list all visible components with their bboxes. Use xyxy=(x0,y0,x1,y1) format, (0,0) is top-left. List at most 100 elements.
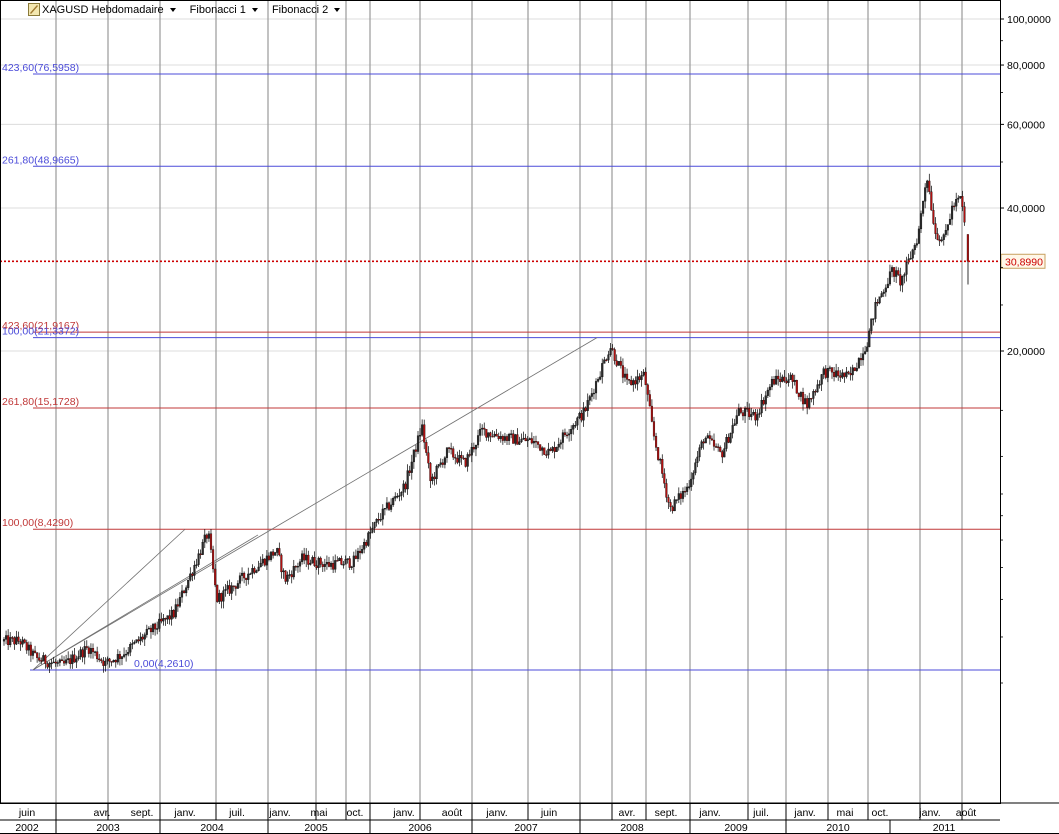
candle-body[interactable] xyxy=(89,648,92,654)
candle-body[interactable] xyxy=(373,522,376,529)
candle[interactable] xyxy=(557,437,560,451)
candle-body[interactable] xyxy=(938,239,941,242)
symbol-menu[interactable]: XAGUSD Hebdomadaire xyxy=(42,4,176,16)
candle-body[interactable] xyxy=(325,562,328,565)
candle[interactable] xyxy=(541,446,544,456)
candle[interactable] xyxy=(385,497,388,511)
candle[interactable] xyxy=(452,446,455,461)
candle-body[interactable] xyxy=(917,228,920,244)
candle-body[interactable] xyxy=(106,658,109,662)
candle[interactable] xyxy=(911,248,914,262)
candle[interactable] xyxy=(951,201,954,226)
candle-body[interactable] xyxy=(485,429,488,438)
candle-body[interactable] xyxy=(176,604,179,607)
candle-body[interactable] xyxy=(669,502,672,508)
candle[interactable] xyxy=(857,357,860,369)
candle[interactable] xyxy=(766,387,769,399)
candle-body[interactable] xyxy=(67,658,70,660)
candle-body[interactable] xyxy=(468,454,471,456)
candle-body[interactable] xyxy=(495,433,498,437)
candle-body[interactable] xyxy=(474,444,478,450)
candle[interactable] xyxy=(255,569,258,574)
candle[interactable] xyxy=(129,642,132,657)
candle-body[interactable] xyxy=(226,585,229,590)
candle-body[interactable] xyxy=(692,472,695,480)
candle[interactable] xyxy=(826,367,829,383)
candle-body[interactable] xyxy=(377,519,380,521)
candle-body[interactable] xyxy=(744,408,747,417)
candle[interactable] xyxy=(27,641,30,656)
candle[interactable] xyxy=(408,465,411,477)
candle-body[interactable] xyxy=(85,646,88,648)
candle[interactable] xyxy=(626,368,629,386)
candle[interactable] xyxy=(505,434,509,445)
candle-body[interactable] xyxy=(665,483,668,498)
candle-body[interactable] xyxy=(243,572,246,579)
candle-body[interactable] xyxy=(23,639,26,643)
candle-body[interactable] xyxy=(783,376,786,382)
candle-body[interactable] xyxy=(903,274,906,277)
candle[interactable] xyxy=(462,455,465,460)
candle-body[interactable] xyxy=(565,434,569,437)
candle[interactable] xyxy=(445,447,449,463)
candle-body[interactable] xyxy=(454,457,457,459)
candle-body[interactable] xyxy=(292,566,295,578)
candle-body[interactable] xyxy=(479,429,482,436)
candle[interactable] xyxy=(628,378,631,384)
fib-level[interactable]: 0,00(4,2610) xyxy=(30,658,1000,671)
candle-body[interactable] xyxy=(114,660,117,663)
candle[interactable] xyxy=(878,296,881,305)
candle-body[interactable] xyxy=(715,446,718,448)
candle[interactable] xyxy=(234,585,237,596)
candle-body[interactable] xyxy=(361,549,364,554)
candle[interactable] xyxy=(495,428,498,437)
candle[interactable] xyxy=(238,572,242,588)
candle[interactable] xyxy=(764,391,767,412)
candle-body[interactable] xyxy=(770,378,774,388)
candle-body[interactable] xyxy=(708,435,711,439)
candle-body[interactable] xyxy=(514,434,517,444)
candle-body[interactable] xyxy=(872,318,875,320)
candle[interactable] xyxy=(71,650,74,669)
candle[interactable] xyxy=(60,655,64,662)
candle[interactable] xyxy=(642,369,645,377)
candle[interactable] xyxy=(195,558,198,569)
candle[interactable] xyxy=(619,356,622,369)
candle[interactable] xyxy=(91,643,95,659)
candle-body[interactable] xyxy=(433,476,436,480)
candle-body[interactable] xyxy=(588,396,591,401)
candle-body[interactable] xyxy=(781,376,784,382)
candle-body[interactable] xyxy=(501,436,504,441)
candle-body[interactable] xyxy=(729,432,732,443)
candle[interactable] xyxy=(499,431,502,443)
candle[interactable] xyxy=(276,547,279,557)
candle[interactable] xyxy=(443,456,446,469)
candle-body[interactable] xyxy=(830,367,834,373)
candle[interactable] xyxy=(944,224,947,238)
candle-body[interactable] xyxy=(777,375,780,380)
candle[interactable] xyxy=(489,431,492,442)
candle[interactable] xyxy=(379,513,382,522)
candle[interactable] xyxy=(578,411,581,420)
candle[interactable] xyxy=(205,533,208,544)
candle[interactable] xyxy=(421,419,424,437)
candle[interactable] xyxy=(249,572,252,575)
candle-body[interactable] xyxy=(274,552,277,556)
candle[interactable] xyxy=(518,436,521,445)
candle-body[interactable] xyxy=(661,459,664,474)
candle-body[interactable] xyxy=(655,436,658,448)
candle-body[interactable] xyxy=(466,454,469,467)
candle-body[interactable] xyxy=(617,361,620,366)
candle-body[interactable] xyxy=(112,660,115,662)
candle-body[interactable] xyxy=(301,553,304,562)
candle[interactable] xyxy=(744,406,747,423)
candle-body[interactable] xyxy=(866,346,869,352)
candle-body[interactable] xyxy=(392,498,395,506)
candle-body[interactable] xyxy=(25,642,28,651)
candle[interactable] xyxy=(963,201,966,226)
candle[interactable] xyxy=(899,267,902,292)
candle[interactable] xyxy=(375,518,378,527)
candle-body[interactable] xyxy=(249,573,252,575)
candle-body[interactable] xyxy=(932,209,935,224)
candle-body[interactable] xyxy=(735,415,738,424)
